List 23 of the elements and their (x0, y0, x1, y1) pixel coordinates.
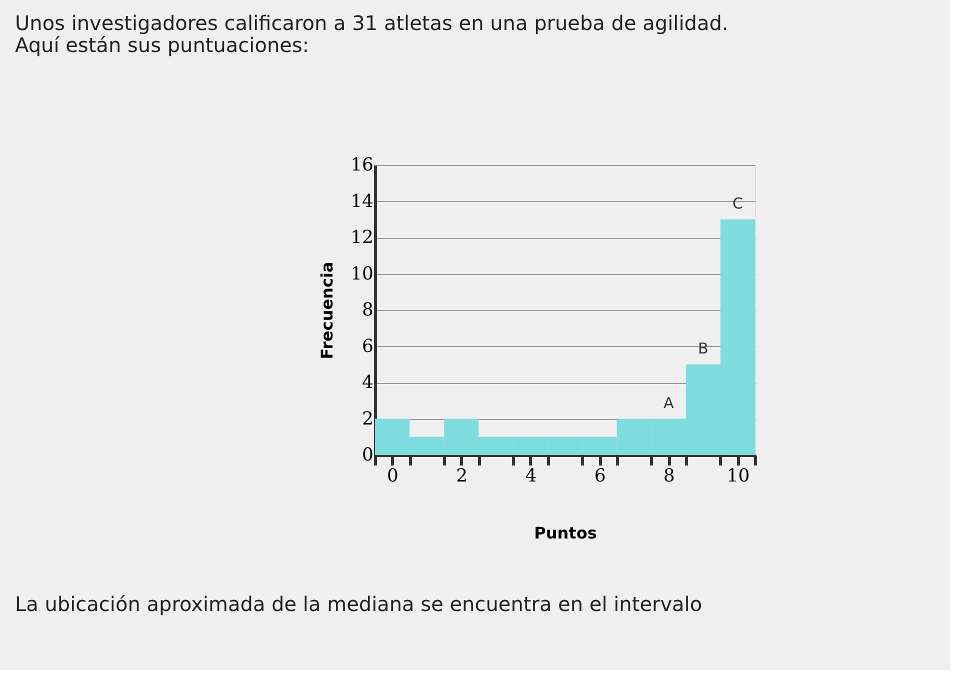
y-tick-label: 16 (350, 154, 374, 176)
x-axis-title: Puntos (534, 524, 597, 542)
y-tick-label: 2 (362, 408, 374, 430)
y-tick-label: 10 (350, 263, 374, 284)
x-tick-label: 10 (726, 466, 750, 486)
y-tick-label: 12 (350, 227, 374, 248)
x-tick-label: 8 (663, 466, 675, 486)
y-axis-title: Frecuencia (318, 262, 337, 360)
y-tick-label: 6 (362, 336, 374, 357)
text: Unos investigadores calificaron a 31 atletas en una prueba de agilidad. (15, 11, 728, 35)
text: Aquí están sus puntuaciones: (15, 33, 310, 57)
y-tick-label: 14 (350, 190, 374, 212)
x-tick-label: 6 (594, 466, 606, 486)
annotation: C (732, 194, 743, 212)
annotation: B (698, 339, 708, 358)
text: La ubicación aproximada de la mediana se encuentra en el intervalo (15, 592, 702, 616)
y-tick-label: 0 (362, 444, 374, 466)
x-tick-label: 2 (456, 466, 468, 486)
annotation: A (664, 394, 675, 412)
x-tick-label: 4 (525, 466, 537, 486)
y-tick-label: 8 (362, 300, 374, 320)
x-tick-label: 0 (387, 466, 398, 486)
y-tick-label: 4 (362, 372, 374, 393)
